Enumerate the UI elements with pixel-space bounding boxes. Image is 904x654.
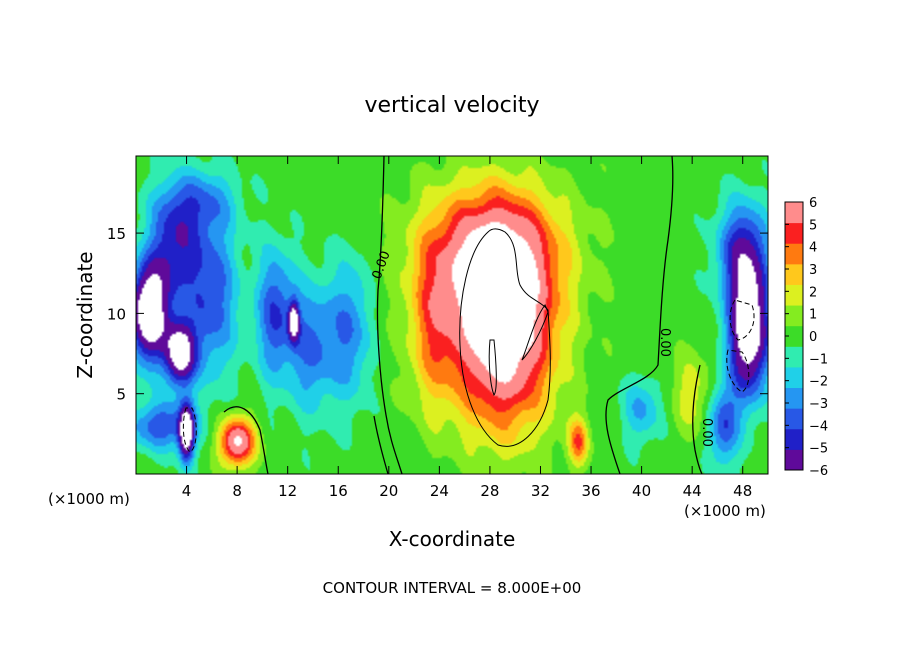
zero-contour-lower-left xyxy=(373,415,389,475)
contour-labels: 0.00 0.00 0.00 xyxy=(370,249,714,447)
colorbar-swatch xyxy=(785,387,803,409)
colorbar: 6 5 4 3 2 1 0 −1 −2 −3 −4 −5 −6 xyxy=(784,196,828,479)
colorbar-label: 3 xyxy=(809,263,817,278)
colorbar-swatch xyxy=(785,284,803,306)
colorbar-swatch xyxy=(785,346,803,368)
colorbar-label: −3 xyxy=(809,397,828,412)
zero-contour-warm-cell xyxy=(223,406,269,475)
chart-title: vertical velocity xyxy=(364,93,539,118)
y-tick-label: 10 xyxy=(107,305,126,323)
contour-interval-note: CONTOUR INTERVAL = 8.000E+00 xyxy=(323,579,582,597)
colorbar-label: −4 xyxy=(809,419,828,434)
colorbar-swatch xyxy=(785,325,803,347)
negative-contour-left xyxy=(182,407,197,453)
x-tick-label: 44 xyxy=(683,482,702,500)
plot-frame xyxy=(135,155,769,475)
x-tick-label: 20 xyxy=(379,482,398,500)
x-tick-label: 8 xyxy=(232,482,242,500)
x-tick-label: 16 xyxy=(329,482,348,500)
positive-contour-streak xyxy=(521,304,549,361)
x-tick-label: 36 xyxy=(581,482,600,500)
colorbar-swatch xyxy=(785,263,803,285)
y-tick-label: 15 xyxy=(107,225,126,243)
contours xyxy=(182,155,755,475)
colorbar-swatch xyxy=(785,449,803,471)
x-tick-label: 32 xyxy=(531,482,550,500)
x-tick-label: 24 xyxy=(430,482,449,500)
x-unit-left: (×1000 m) xyxy=(48,490,130,508)
zero-contour-right-edge xyxy=(692,364,703,475)
colorbar-swatch xyxy=(785,408,803,430)
colorbar-label: −1 xyxy=(809,352,828,367)
colorbar-swatch xyxy=(785,243,803,265)
zero-contour-right xyxy=(605,155,674,475)
colorbar-label: −5 xyxy=(809,442,828,457)
x-unit-right: (×1000 m) xyxy=(684,502,766,520)
x-tick-label: 12 xyxy=(278,482,297,500)
y-tick-label: 5 xyxy=(116,386,126,404)
colorbar-label: 5 xyxy=(809,218,817,233)
colorbar-swatch xyxy=(785,428,803,450)
x-tick-label: 40 xyxy=(632,482,651,500)
x-tick-label: 48 xyxy=(733,482,752,500)
x-axis: 4 8 12 16 20 24 28 32 36 40 44 48 xyxy=(182,156,752,500)
y-axis: 5 10 15 xyxy=(107,225,768,404)
zero-contour-left xyxy=(376,155,403,475)
colorbar-swatch xyxy=(785,222,803,244)
negative-contour-right-1 xyxy=(729,299,755,341)
positive-contour-core xyxy=(459,228,551,447)
y-axis-label: Z-coordinate xyxy=(73,251,97,378)
colorbar-label: 2 xyxy=(809,285,817,300)
positive-contour-inner xyxy=(488,339,497,396)
contour-label-2: 0.00 xyxy=(657,328,672,357)
colorbar-label: 1 xyxy=(809,308,817,323)
colorbar-label: 4 xyxy=(809,241,817,256)
x-axis-label: X-coordinate xyxy=(389,527,516,551)
colorbar-label: −6 xyxy=(809,464,828,479)
negative-contour-right-2 xyxy=(726,349,750,393)
colorbar-swatch xyxy=(785,366,803,389)
colorbar-label: 0 xyxy=(809,330,817,345)
colorbar-swatch xyxy=(785,305,803,327)
heatmap-field xyxy=(136,156,768,474)
colorbar-label: 6 xyxy=(809,196,817,211)
colorbar-swatch xyxy=(785,202,803,224)
x-tick-label: 4 xyxy=(182,482,192,500)
contour-label-3: 0.00 xyxy=(699,418,714,447)
x-tick-label: 28 xyxy=(480,482,499,500)
colorbar-label: −2 xyxy=(809,375,828,390)
